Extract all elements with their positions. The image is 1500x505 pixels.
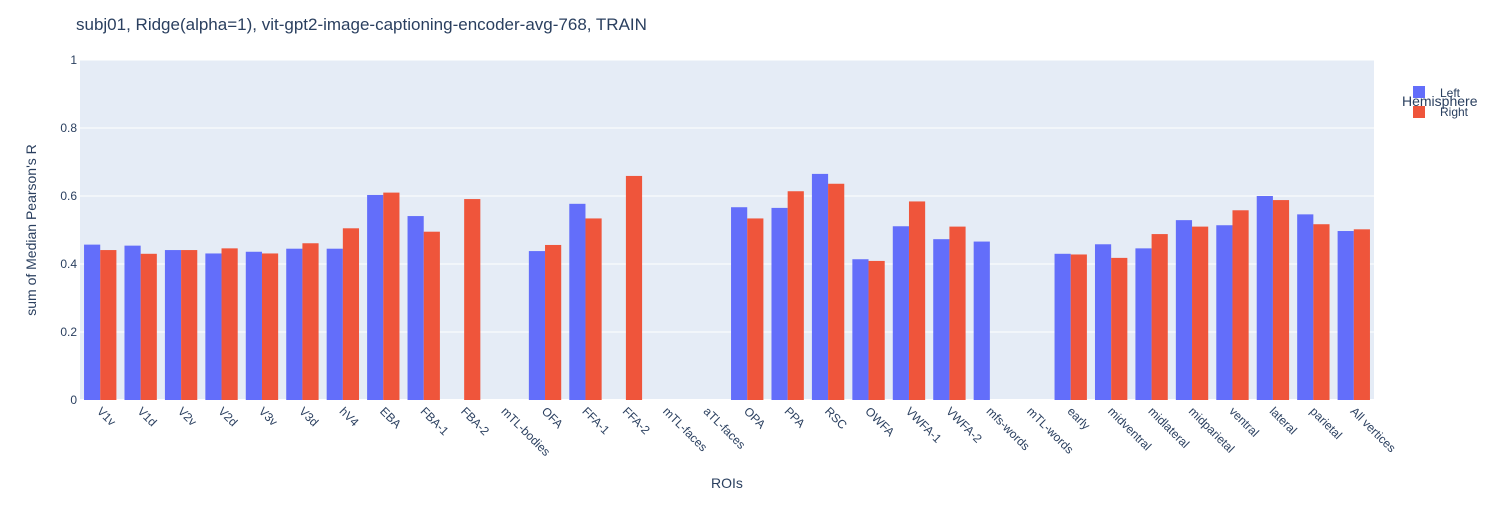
y-tick-labels: 0 0.2 0.4 0.6 0.8 1	[60, 53, 77, 407]
chart-title: subj01, Ridge(alpha=1), vit-gpt2-image-c…	[76, 15, 647, 34]
bar-left-fba-1[interactable]	[407, 216, 424, 400]
bars	[84, 173, 1370, 400]
x-tick-label: V1d	[135, 404, 160, 429]
x-tick-label: FFA-2	[620, 404, 653, 437]
bar-left-mfs-words[interactable]	[973, 241, 990, 400]
x-axis-label: ROIs	[711, 475, 743, 491]
bar-left-vwfa-1[interactable]	[892, 226, 909, 400]
x-tick-label: ventral	[1226, 404, 1261, 439]
bar-right-ffa-1[interactable]	[585, 218, 602, 400]
bar-right-all-vertices[interactable]	[1353, 229, 1370, 400]
bar-right-v2d[interactable]	[221, 248, 238, 400]
bar-right-ffa-2[interactable]	[625, 175, 643, 400]
bar-right-v2v[interactable]	[181, 250, 198, 400]
y-tick-label: 0.8	[60, 121, 77, 135]
legend-item-right[interactable]: Right	[1413, 105, 1469, 119]
bar-left-hv4[interactable]	[326, 248, 343, 400]
bar-left-early[interactable]	[1054, 253, 1071, 400]
bar-right-fba-2[interactable]	[464, 199, 481, 400]
bar-left-midlateral[interactable]	[1135, 248, 1152, 400]
bar-left-parietal[interactable]	[1297, 214, 1314, 400]
x-tick-label: hV4	[337, 404, 362, 429]
legend-label-right: Right	[1440, 105, 1469, 119]
bar-left-ffa-1[interactable]	[569, 203, 586, 400]
x-tick-label: VWFA-1	[903, 404, 945, 446]
y-tick-label: 0.4	[60, 257, 77, 271]
x-tick-label: FBA-2	[458, 404, 492, 438]
bar-left-midparietal[interactable]	[1175, 220, 1193, 400]
bar-left-midventral[interactable]	[1094, 244, 1112, 400]
bar-right-eba[interactable]	[383, 192, 400, 400]
legend-item-left[interactable]: Left	[1413, 86, 1461, 100]
bar-right-parietal[interactable]	[1313, 224, 1330, 400]
y-tick-label: 0	[70, 393, 77, 407]
legend-swatch-right	[1413, 106, 1425, 118]
bar-left-rsc[interactable]	[811, 173, 829, 400]
x-tick-label: EBA	[377, 404, 404, 431]
legend: Hemisphere Left Right	[1402, 86, 1478, 119]
bar-left-lateral[interactable]	[1256, 196, 1273, 400]
x-tick-label: FBA-1	[418, 404, 452, 438]
x-tick-label: PPA	[782, 404, 808, 430]
bar-left-all-vertices[interactable]	[1337, 231, 1354, 400]
bar-right-fba-1[interactable]	[423, 231, 440, 400]
bar-left-owfa[interactable]	[852, 259, 869, 400]
x-tick-label: V3d	[296, 404, 321, 429]
bar-left-ventral[interactable]	[1216, 225, 1233, 400]
bar-left-v2d[interactable]	[205, 253, 222, 400]
x-tick-label: FFA-1	[579, 404, 612, 437]
bar-right-midparietal[interactable]	[1192, 226, 1209, 400]
bar-right-early[interactable]	[1070, 254, 1087, 400]
x-tick-label: parietal	[1307, 404, 1345, 442]
bar-right-v3d[interactable]	[302, 243, 319, 400]
y-axis-label: sum of Median Pearson's R	[23, 144, 39, 316]
x-tick-label: early	[1065, 404, 1093, 432]
bar-left-ofa[interactable]	[528, 251, 546, 400]
x-tick-label: lateral	[1267, 404, 1300, 437]
x-tick-labels: V1v V1d V2v V2d V3v V3d hV4 EBA FBA-1 FBA-2 mTL-bo…	[94, 404, 1399, 459]
x-tick-label: OFA	[539, 404, 566, 431]
bar-left-opa[interactable]	[731, 207, 748, 400]
bar-left-v3v[interactable]	[245, 251, 262, 400]
bar-right-vwfa-1[interactable]	[908, 201, 926, 400]
bar-left-v1d[interactable]	[124, 245, 141, 400]
x-tick-label: V2v	[175, 404, 200, 429]
x-tick-label: V2d	[215, 404, 240, 429]
legend-swatch-left	[1413, 86, 1425, 98]
bar-right-midventral[interactable]	[1111, 257, 1128, 400]
x-tick-label: OWFA	[862, 404, 897, 439]
bar-right-opa[interactable]	[747, 218, 764, 400]
x-tick-label: OPA	[741, 404, 768, 431]
bar-right-midlateral[interactable]	[1151, 234, 1168, 400]
bar-right-v1d[interactable]	[140, 253, 157, 400]
x-tick-label: VWFA-2	[943, 404, 985, 446]
bar-right-vwfa-2[interactable]	[949, 226, 966, 400]
x-tick-label: V1v	[94, 404, 119, 429]
bar-left-v3d[interactable]	[286, 248, 303, 400]
bar-right-ofa[interactable]	[545, 244, 562, 400]
x-tick-label: V3v	[256, 404, 281, 429]
bar-left-vwfa-2[interactable]	[933, 239, 950, 400]
y-tick-label: 1	[70, 53, 77, 67]
bar-left-v2v[interactable]	[164, 250, 182, 400]
y-tick-label: 0.6	[60, 189, 77, 203]
bar-left-eba[interactable]	[367, 194, 384, 400]
y-tick-label: 0.2	[60, 325, 77, 339]
bar-right-v3v[interactable]	[261, 253, 279, 400]
bar-right-ppa[interactable]	[787, 191, 804, 400]
bar-left-v1v[interactable]	[84, 244, 101, 400]
bar-right-ventral[interactable]	[1232, 210, 1249, 400]
bar-right-hv4[interactable]	[342, 228, 360, 400]
bar-left-ppa[interactable]	[771, 207, 788, 400]
bar-right-lateral[interactable]	[1272, 200, 1290, 400]
x-tick-label: All vertices	[1348, 404, 1399, 455]
x-tick-label: RSC	[822, 404, 850, 432]
bar-right-v1v[interactable]	[100, 250, 117, 400]
bar-right-rsc[interactable]	[828, 183, 845, 400]
legend-label-left: Left	[1440, 86, 1461, 100]
bar-right-owfa[interactable]	[868, 260, 885, 400]
